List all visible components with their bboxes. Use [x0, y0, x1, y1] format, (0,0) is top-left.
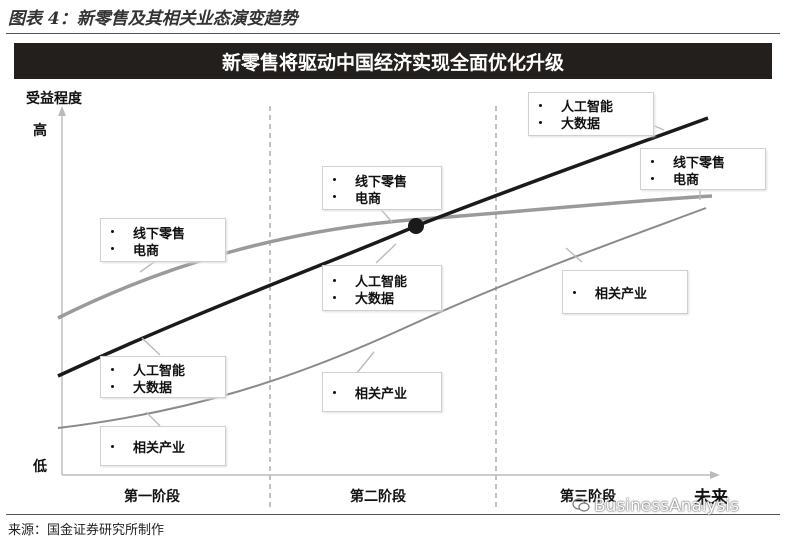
callout-stage3-retail: 线下零售 电商 — [640, 148, 766, 190]
watermark: BusinessAnalysis — [594, 496, 740, 516]
callout-stage2-retail: 线下零售 电商 — [322, 166, 442, 210]
pointer-stage3-industry — [565, 247, 583, 263]
callout-stage1-ai: 人工智能 大数据 — [100, 356, 226, 398]
y-axis-high-label: 高 — [33, 123, 47, 139]
industry-curve — [57, 207, 707, 429]
callout-stage2-industry: 相关产业 — [322, 372, 442, 412]
stage-label-2: 第二阶段 — [350, 489, 406, 505]
figure-caption: 图表 4：新零售及其相关业态演变趋势 — [8, 9, 298, 29]
banner-title: 新零售将驱动中国经济实现全面优化升级 — [14, 43, 772, 79]
y-axis-low-label: 低 — [33, 459, 47, 475]
callout-stage1-retail: 线下零售 电商 — [100, 218, 226, 262]
pointer-stage2-industry — [355, 351, 375, 375]
callout-stage2-ai: 人工智能 大数据 — [322, 265, 442, 311]
callout-stage1-industry: 相关产业 — [100, 426, 226, 466]
source-note: 来源：国金证券研究所制作 — [8, 523, 165, 538]
wechat-icon — [572, 498, 590, 512]
y-axis-arrow — [58, 106, 66, 116]
callout-stage3-industry: 相关产业 — [562, 270, 688, 314]
x-axis-end-label: 未来 — [694, 488, 728, 508]
y-axis-title: 受益程度 — [26, 91, 82, 107]
retail-curve — [57, 194, 713, 320]
pointer-stage1-ai — [141, 337, 161, 356]
bottom-rule — [6, 514, 780, 515]
pointer-stage1-industry — [145, 411, 161, 427]
stage-label-1: 第一阶段 — [124, 489, 180, 505]
intersection-point — [408, 218, 424, 234]
callout-stage3-ai: 人工智能 大数据 — [528, 92, 654, 136]
pointer-stage2-ai — [375, 243, 397, 264]
top-rule — [6, 33, 780, 34]
x-axis-arrow — [710, 471, 720, 479]
